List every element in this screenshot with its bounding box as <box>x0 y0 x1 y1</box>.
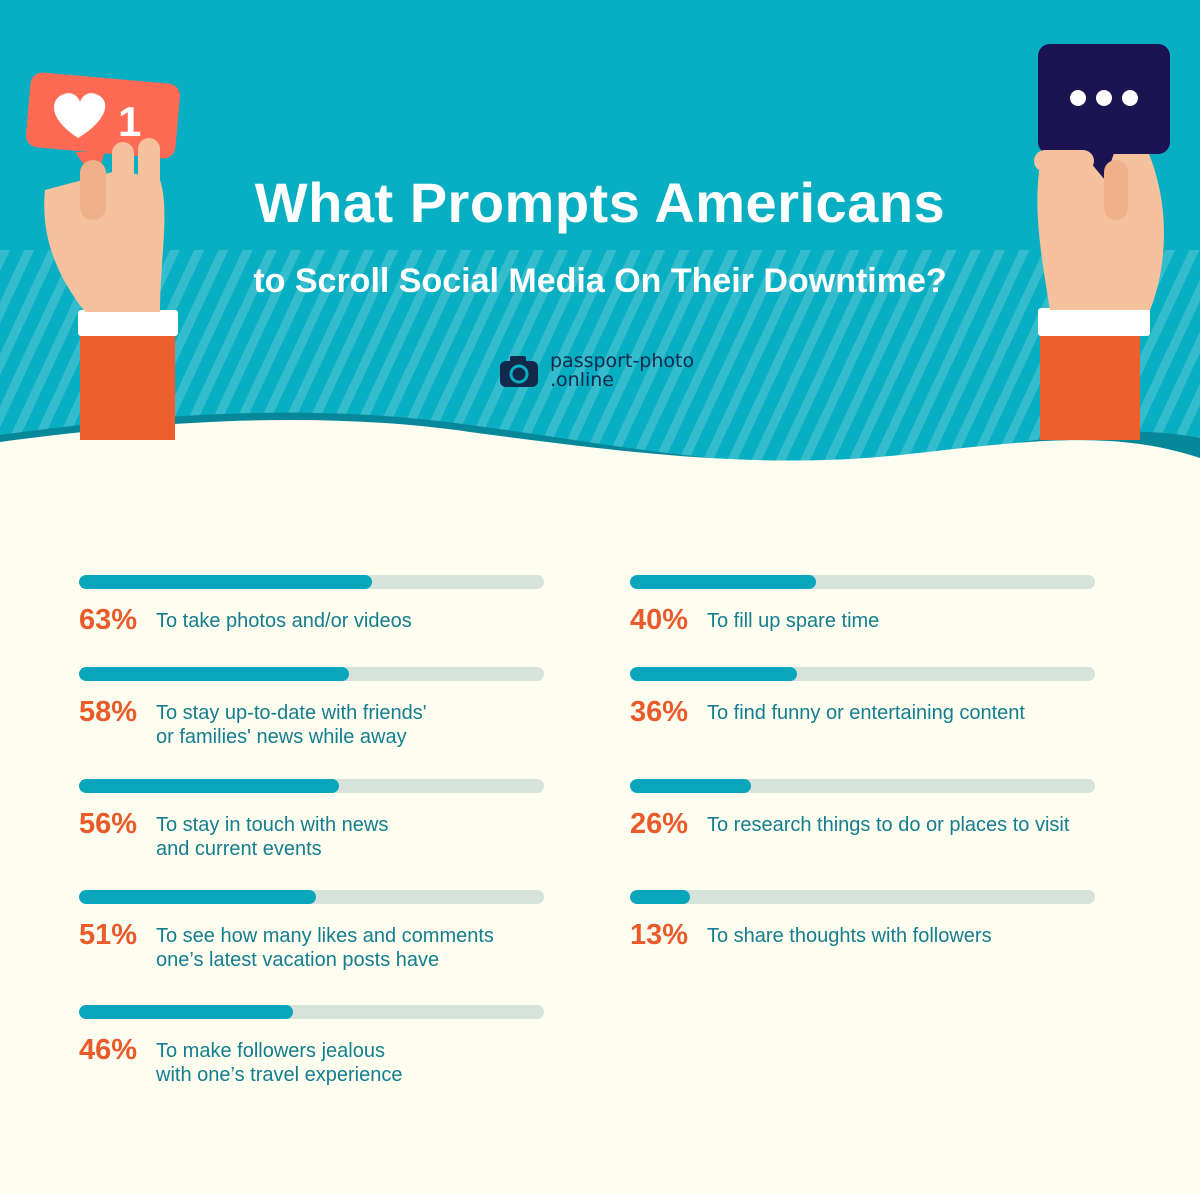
bar-fill <box>630 779 751 793</box>
wave-divider <box>0 412 1200 480</box>
bar-value-label: 36% <box>630 696 689 728</box>
bar-track <box>79 667 544 681</box>
bar-track <box>630 779 1095 793</box>
bar-track <box>79 575 544 589</box>
bar-value-label: 58% <box>79 696 138 728</box>
camera-icon <box>500 356 538 387</box>
bar-item: 13% To share thoughts with followers <box>630 890 1150 950</box>
bar-item: 56% To stay in touch with news and curren… <box>79 779 599 861</box>
bar-track <box>79 890 544 904</box>
bar-item: 58% To stay up-to-date with friends' or f… <box>79 667 599 749</box>
left-hand-illustration: 1 <box>25 72 180 440</box>
bar-category-label: To fill up spare time <box>707 610 880 632</box>
bar-item: 51% To see how many likes and comments on… <box>79 890 599 972</box>
header-banner: 1 What Prompts Americans to Scroll Socia… <box>0 0 1200 480</box>
bar-track <box>630 667 1095 681</box>
bar-value-label: 13% <box>630 919 689 951</box>
bar-item: 46% To make followers jealous with one’s … <box>79 1005 599 1087</box>
bar-fill <box>630 667 798 681</box>
brand-name: passport-photo <box>550 350 695 372</box>
ellipsis-icon <box>1070 90 1138 106</box>
bar-item: 40% To fill up spare time <box>630 575 1150 635</box>
bar-fill <box>79 779 340 793</box>
bar-category-label: To share thoughts with followers <box>707 925 992 947</box>
bar-value-label: 51% <box>79 919 138 951</box>
bar-category-label: To stay up-to-date with friends' or fami… <box>156 702 427 748</box>
bar-value-label: 46% <box>79 1034 138 1066</box>
bar-fill <box>630 890 691 904</box>
page-title: What Prompts Americans <box>254 171 946 234</box>
bar-category-label: To make followers jealous with one’s tra… <box>156 1040 403 1086</box>
bar-item: 26% To research things to do or places to… <box>630 779 1150 839</box>
brand-domain: .online <box>550 369 614 391</box>
heart-icon <box>53 93 106 138</box>
bar-value-label: 26% <box>630 808 689 840</box>
bar-item: 63% To take photos and/or videos <box>79 575 599 635</box>
bar-category-label: To research things to do or places to vi… <box>707 814 1070 836</box>
bar-value-label: 56% <box>79 808 138 840</box>
bar-fill <box>79 890 317 904</box>
bar-fill <box>630 575 816 589</box>
bar-item: 36% To find funny or entertaining content <box>630 667 1150 727</box>
bar-track <box>79 779 544 793</box>
bar-track <box>630 575 1095 589</box>
bar-fill <box>79 575 372 589</box>
bar-value-label: 63% <box>79 604 138 636</box>
bar-category-label: To see how many likes and comments one’s… <box>156 925 494 971</box>
bar-track <box>79 1005 544 1019</box>
bar-fill <box>79 667 349 681</box>
bar-category-label: To stay in touch with news and current e… <box>156 814 389 860</box>
bar-value-label: 40% <box>630 604 689 636</box>
bar-category-label: To take photos and/or videos <box>156 610 412 632</box>
brand-logo: passport-photo .online <box>498 352 694 390</box>
page-subtitle: to Scroll Social Media On Their Downtime… <box>253 262 947 300</box>
like-badge: 1 <box>25 72 180 180</box>
bar-fill <box>79 1005 293 1019</box>
right-hand-illustration <box>1034 44 1170 440</box>
like-count: 1 <box>118 98 141 145</box>
bar-track <box>630 890 1095 904</box>
bar-category-label: To find funny or entertaining content <box>707 702 1025 724</box>
